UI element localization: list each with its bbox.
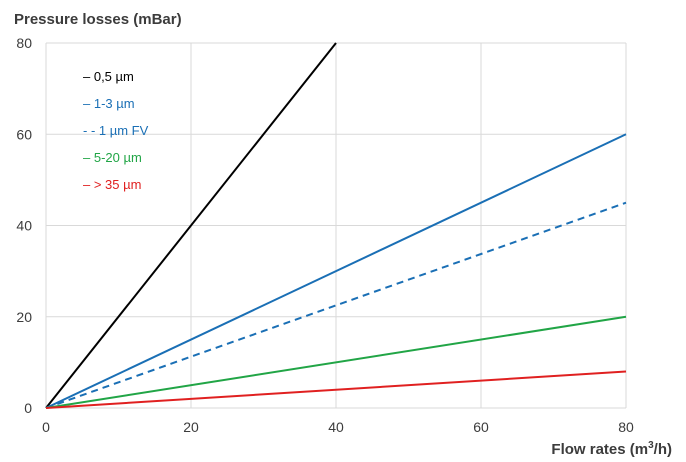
x-axis-title: Flow rates (m3/h) <box>551 440 672 458</box>
series-line <box>45 370 627 409</box>
x-tick-label: 60 <box>473 419 489 435</box>
tick-labels: 0 20 40 60 80 0 20 40 60 80 <box>16 35 634 435</box>
legend-entry: – 1-3 µm <box>83 96 135 111</box>
x-axis-title-superscript: 3 <box>648 440 654 451</box>
y-tick-label: 80 <box>16 35 32 51</box>
x-axis-title-main: Flow rates (m <box>551 441 648 458</box>
x-tick-label: 80 <box>618 419 634 435</box>
x-tick-label: 0 <box>42 419 50 435</box>
series-line <box>45 42 337 409</box>
series-line <box>45 201 627 409</box>
series-line <box>45 133 627 409</box>
y-tick-label: 0 <box>24 400 32 416</box>
y-tick-label: 20 <box>16 309 32 325</box>
x-axis-title-end: /h) <box>654 441 672 458</box>
y-tick-label: 40 <box>16 218 32 234</box>
legend-entry: - - 1 µm FV <box>83 123 149 138</box>
y-tick-label: 60 <box>16 126 32 142</box>
legend-entry: – 5-20 µm <box>83 150 142 165</box>
x-tick-label: 20 <box>183 419 199 435</box>
series-line <box>45 315 627 409</box>
series-lines <box>45 42 627 409</box>
legend-entry: – 0,5 µm <box>83 69 134 84</box>
x-tick-label: 40 <box>328 419 344 435</box>
y-axis-title: Pressure losses (mBar) <box>14 11 182 28</box>
legend-entry: – > 35 µm <box>83 177 141 192</box>
legend: – 0,5 µm – 1-3 µm - - 1 µm FV – 5-20 µm – > … <box>83 69 149 192</box>
